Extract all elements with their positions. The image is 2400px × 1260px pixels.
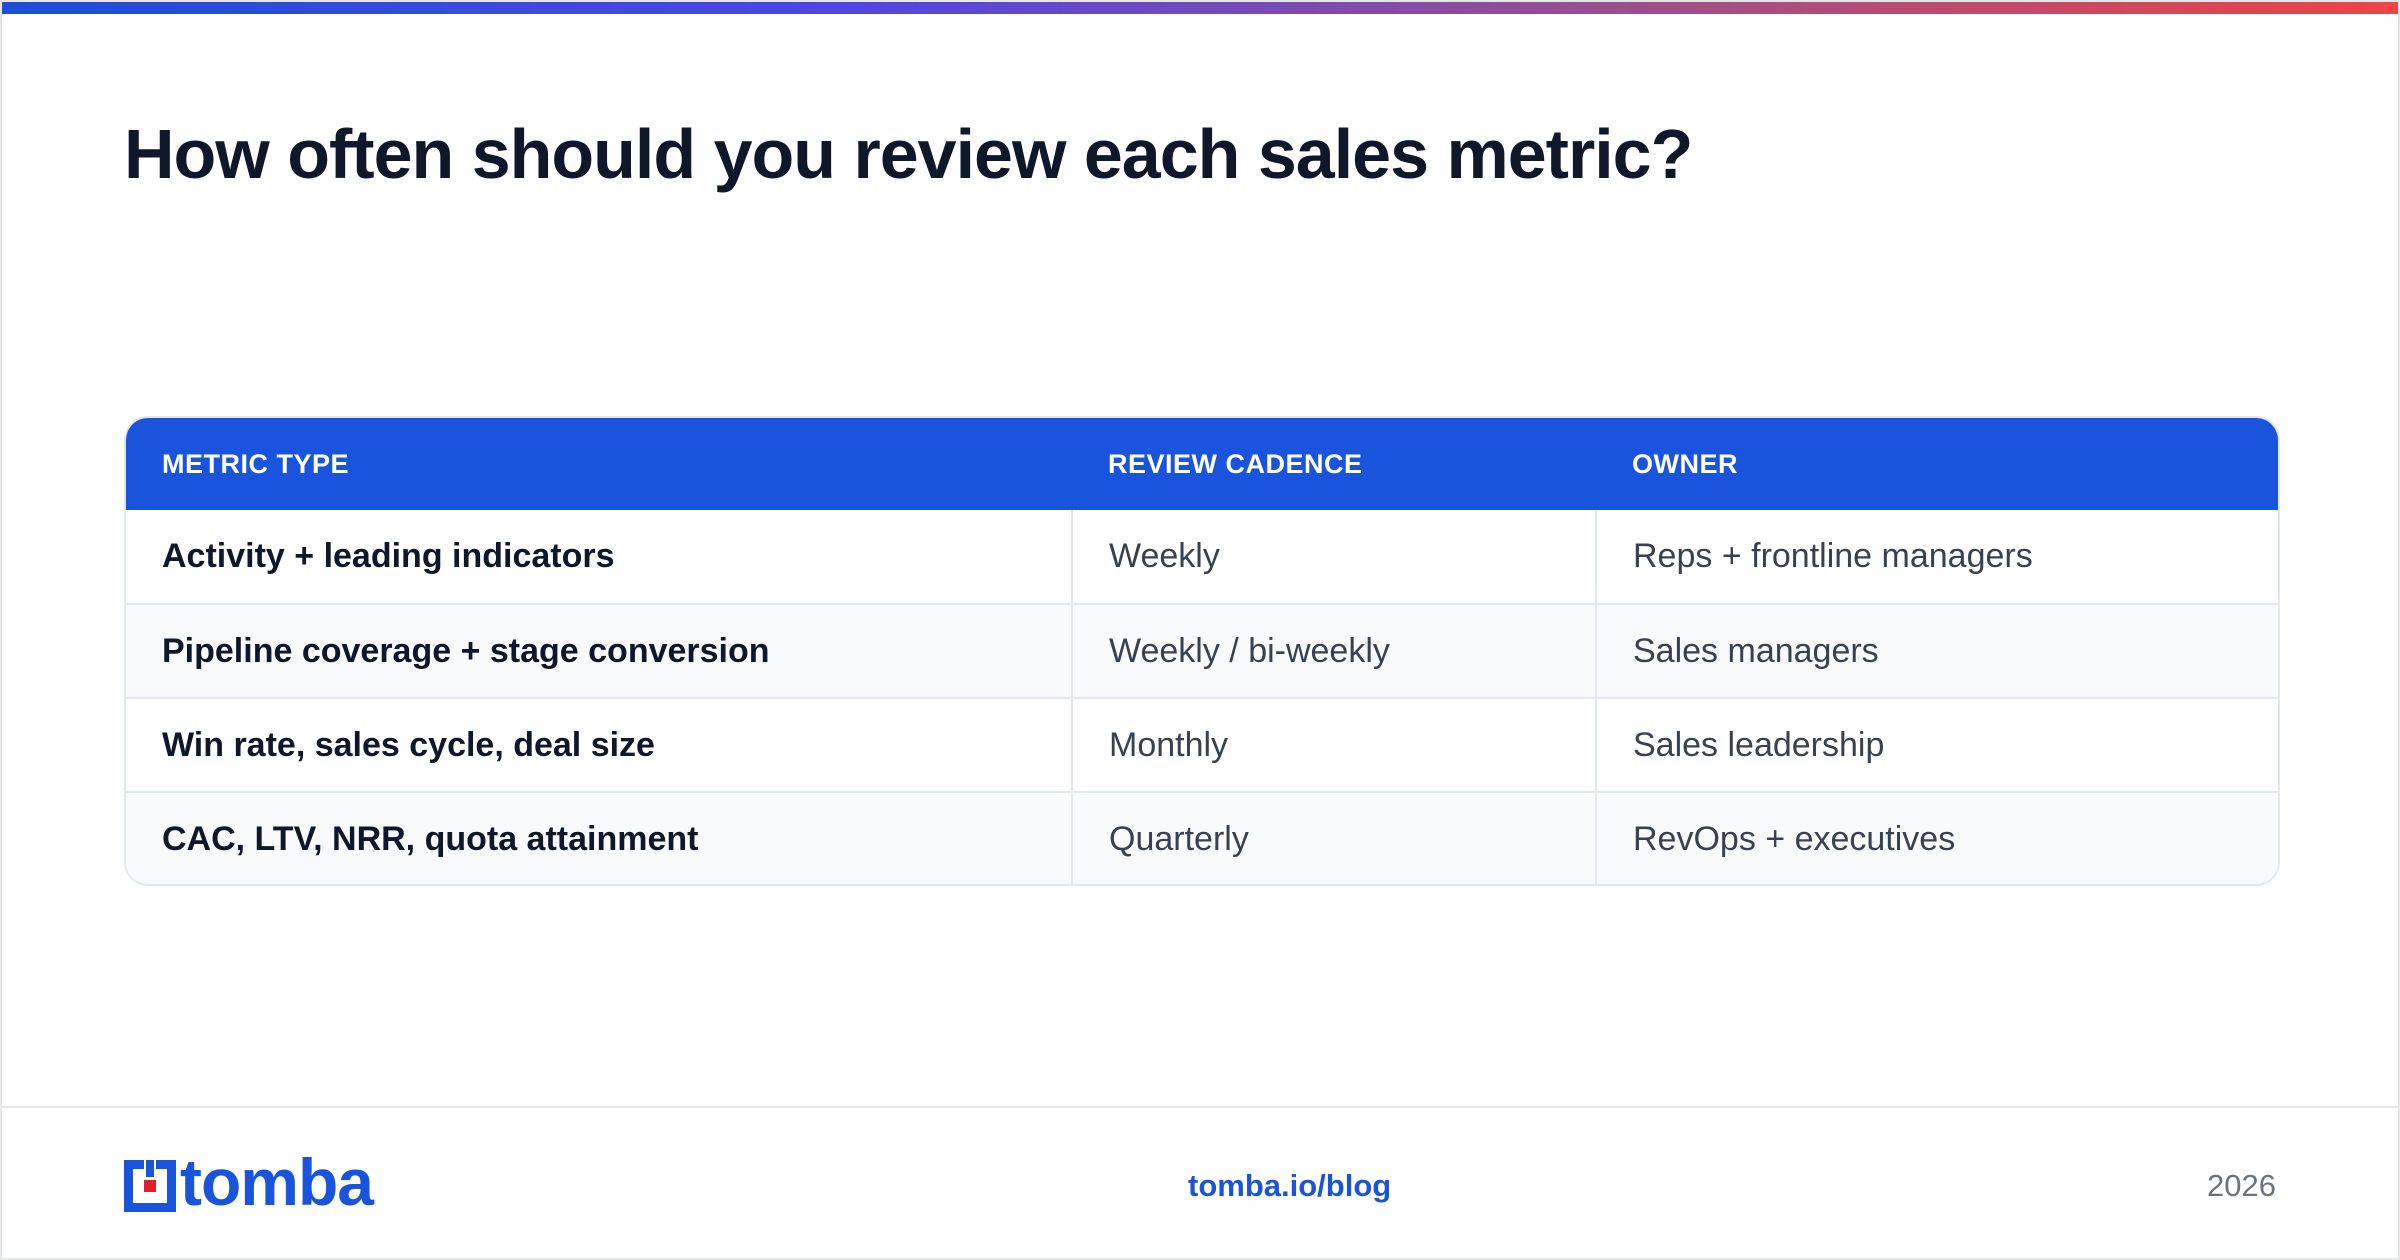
owner-cell: Sales managers <box>1595 603 2278 698</box>
table-row: Activity + leading indicators Weekly Rep… <box>126 510 2278 604</box>
table-row: CAC, LTV, NRR, quota attainment Quarterl… <box>126 791 2278 884</box>
footer-year: 2026 <box>2207 1168 2276 1203</box>
metric-type-cell: Activity + leading indicators <box>162 537 615 575</box>
metrics-table-container: METRIC TYPE REVIEW CADENCE OWNER Activit… <box>124 416 2280 886</box>
tomba-logo[interactable]: tomba <box>124 1149 374 1215</box>
header-metric-type: METRIC TYPE <box>126 418 1072 510</box>
footer: tomba tomba.io/blog 2026 <box>2 1106 2398 1258</box>
header-owner: OWNER <box>1596 418 2278 510</box>
metric-type-cell: Pipeline coverage + stage conversion <box>126 603 1072 698</box>
metric-type-cell: Win rate, sales cycle, deal size <box>126 697 1072 792</box>
table-row: Win rate, sales cycle, deal size Monthly… <box>126 697 2278 792</box>
owner-cell: Sales leadership <box>1595 697 2278 792</box>
table-row: Pipeline coverage + stage conversion Wee… <box>126 603 2278 698</box>
page-title: How often should you review each sales m… <box>124 115 1693 193</box>
review-cadence-cell: Monthly <box>1071 697 1596 792</box>
review-cadence-cell: Weekly <box>1071 510 1596 604</box>
metrics-table: METRIC TYPE REVIEW CADENCE OWNER Activit… <box>126 418 2278 884</box>
header-review-cadence: REVIEW CADENCE <box>1072 418 1596 510</box>
owner-cell: RevOps + executives <box>1595 791 2278 884</box>
logo-wordmark: tomba <box>180 1145 374 1219</box>
review-cadence-cell: Quarterly <box>1071 791 1596 884</box>
table-header-row: METRIC TYPE REVIEW CADENCE OWNER <box>126 418 2278 510</box>
review-cadence-cell: Weekly / bi-weekly <box>1071 603 1596 698</box>
metric-type-cell: CAC, LTV, NRR, quota attainment <box>126 791 1072 884</box>
owner-cell: Reps + frontline managers <box>1595 510 2278 604</box>
top-gradient-bar <box>2 2 2398 14</box>
tomba-logo-mark-icon <box>124 1160 176 1212</box>
blog-link[interactable]: tomba.io/blog <box>1188 1168 1392 1203</box>
